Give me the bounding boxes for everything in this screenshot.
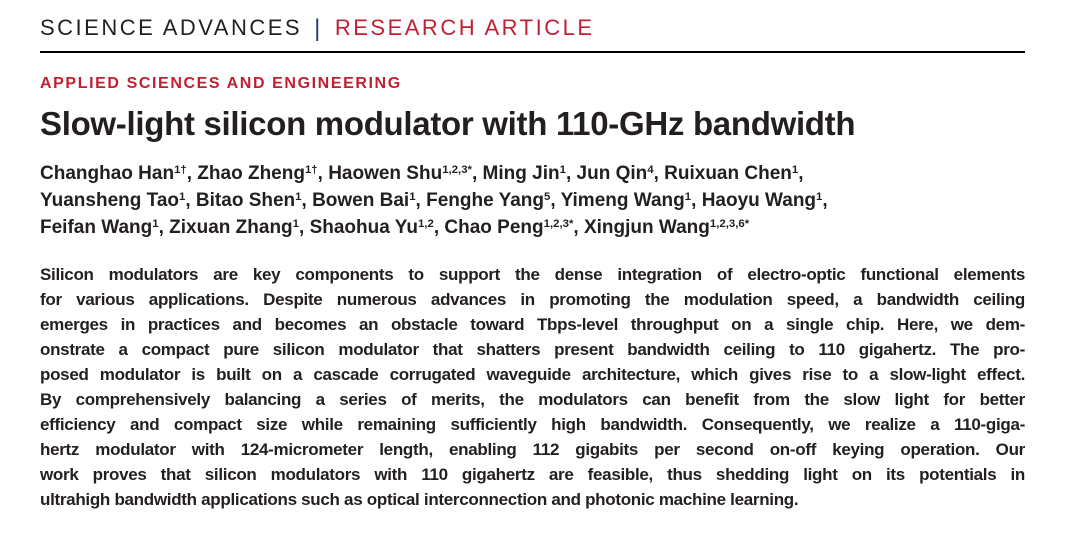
author-superscript: 1 <box>791 164 799 176</box>
author-list: Changhao Han1†, Zhao Zheng1†, Haowen Shu… <box>40 160 1025 241</box>
abstract-line: posed modulator is built on a cascade co… <box>40 365 1025 384</box>
author: Zhao Zheng1† <box>197 163 318 184</box>
author: Yuansheng Tao1 <box>40 190 186 211</box>
author: Ruixuan Chen1 <box>664 163 799 184</box>
author: Fenghe Yang5 <box>426 190 551 211</box>
author-superscript: 1,2,3* <box>543 218 574 230</box>
abstract-line: emerges in practices and becomes an obst… <box>40 315 1025 334</box>
author: Xingjun Wang1,2,3,6* <box>583 217 750 238</box>
author: Haoyu Wang1 <box>701 190 823 211</box>
author: Bowen Bai1 <box>312 190 416 211</box>
author-superscript: 1 <box>816 191 823 203</box>
author: Haowen Shu1,2,3* <box>328 163 472 184</box>
author-superscript: 1 <box>409 191 416 203</box>
article-type-label: RESEARCH ARTICLE <box>334 15 595 40</box>
author-superscript: 1 <box>292 218 299 230</box>
author: Feifan Wang1 <box>40 217 159 238</box>
journal-name: SCIENCE ADVANCES <box>40 15 303 40</box>
author: Changhao Han1† <box>40 163 187 184</box>
author-superscript: 4 <box>647 164 654 176</box>
abstract: Silicon modulators are key components to… <box>40 262 1025 512</box>
author-superscript: 1 <box>152 218 159 230</box>
author-superscript: 1† <box>174 164 187 176</box>
abstract-line: ultrahigh bandwidth applications such as… <box>40 490 799 509</box>
abstract-line: hertz modulator with 124-micrometer leng… <box>40 440 1025 459</box>
section-label: APPLIED SCIENCES AND ENGINEERING <box>40 75 402 92</box>
author-superscript: 1,2 <box>417 218 434 230</box>
author: Bitao Shen1 <box>195 190 302 211</box>
author: Chao Peng1,2,3* <box>444 217 574 238</box>
author-superscript: 1,2,3,6* <box>709 218 750 230</box>
author-superscript: 1 <box>179 191 186 203</box>
abstract-line: onstrate a compact pure silicon modulato… <box>40 340 1025 359</box>
author-line: Changhao Han1†, Zhao Zheng1†, Haowen Shu… <box>40 163 804 184</box>
author-superscript: 1† <box>304 164 318 176</box>
author-line: Yuansheng Tao1, Bitao Shen1, Bowen Bai1,… <box>40 190 828 211</box>
abstract-line: work proves that silicon modulators with… <box>40 465 1025 484</box>
author: Yimeng Wang1 <box>560 190 692 211</box>
abstract-line: for various applications. Despite numero… <box>40 290 1025 309</box>
author-superscript: 5 <box>544 191 551 203</box>
abstract-line: Silicon modulators are key components to… <box>40 265 1025 284</box>
author: Jun Qin4 <box>576 163 654 184</box>
author: Zixuan Zhang1 <box>169 217 299 238</box>
masthead: SCIENCE ADVANCES | RESEARCH ARTICLE <box>40 14 1025 42</box>
author-superscript: 1 <box>559 164 566 176</box>
author-superscript: 1,2,3* <box>442 164 472 176</box>
abstract-line: efficiency and compact size while remain… <box>40 415 1025 434</box>
author-line: Feifan Wang1, Zixuan Zhang1, Shaohua Yu1… <box>40 217 750 238</box>
paper-title: Slow-light silicon modulator with 110-GH… <box>40 105 856 142</box>
author-superscript: 1 <box>295 191 302 203</box>
author: Shaohua Yu1,2 <box>309 217 434 238</box>
header-rule <box>40 51 1025 53</box>
author: Ming Jin1 <box>482 163 566 184</box>
author-superscript: 1 <box>684 191 692 203</box>
abstract-line: By comprehensively balancing a series of… <box>40 390 1025 409</box>
pipe-separator-icon: | <box>314 15 323 42</box>
